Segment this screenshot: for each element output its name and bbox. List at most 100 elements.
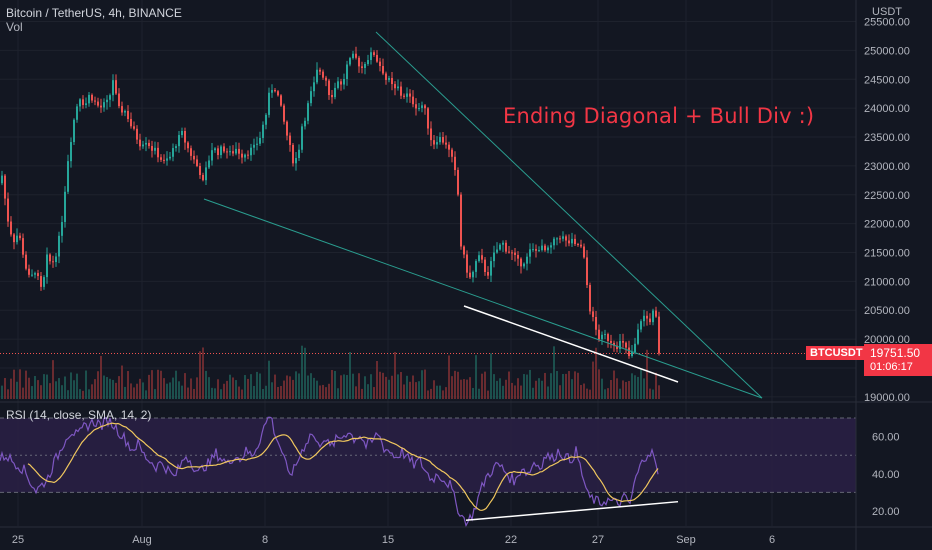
volume-bar xyxy=(316,380,318,399)
candle-body xyxy=(607,334,609,341)
volume-bar xyxy=(259,373,261,399)
candle-body xyxy=(79,99,81,107)
volume-bar xyxy=(73,380,75,399)
volume-bar xyxy=(190,378,192,399)
volume-bar xyxy=(58,378,60,399)
volume-bar xyxy=(382,372,384,399)
symbol-title[interactable]: Bitcoin / TetherUS, 4h, BINANCE xyxy=(6,6,182,20)
volume-bar xyxy=(379,371,381,399)
candle-body xyxy=(253,144,255,148)
candle-body xyxy=(235,148,237,154)
candle-body xyxy=(622,341,624,343)
candle-body xyxy=(538,250,540,252)
candle-body xyxy=(565,236,567,241)
volume-bar xyxy=(514,385,516,399)
volume-bar xyxy=(109,378,111,399)
volume-bar xyxy=(226,380,228,399)
volume-bar xyxy=(544,372,546,399)
volume-bar xyxy=(607,388,609,399)
volume-bar xyxy=(499,378,501,399)
candle-body xyxy=(511,252,513,254)
candle-body xyxy=(532,249,534,251)
candle-body xyxy=(553,238,555,246)
candle-body xyxy=(547,247,549,251)
candle-body xyxy=(121,106,123,113)
candle-body xyxy=(484,259,486,273)
price-tick-label: 21000.00 xyxy=(864,276,910,288)
candle-body xyxy=(346,64,348,80)
candle-body xyxy=(145,142,147,145)
candle-body xyxy=(31,274,33,276)
candle-body xyxy=(463,246,465,255)
rsi-tick-label: 60.00 xyxy=(872,432,900,444)
volume-bar xyxy=(271,382,273,399)
candle-body xyxy=(472,271,474,278)
volume-bar xyxy=(295,371,297,399)
volume-bar xyxy=(427,390,429,399)
rsi-divergence-line xyxy=(465,500,679,522)
candle-body xyxy=(586,257,588,286)
candle-body xyxy=(583,246,585,258)
candle-body xyxy=(61,222,63,236)
volume-bar xyxy=(409,381,411,399)
candle-body xyxy=(334,87,336,98)
candle-body xyxy=(487,272,489,276)
candle-body xyxy=(97,101,99,106)
volume-bar xyxy=(466,379,468,399)
candle-body xyxy=(493,252,495,262)
candle-body xyxy=(130,118,132,127)
volume-bar xyxy=(337,388,339,399)
candle-body xyxy=(367,60,369,64)
volume-bar xyxy=(439,385,441,399)
candle-body xyxy=(409,93,411,97)
volume-bar xyxy=(289,376,291,399)
candle-body xyxy=(655,310,657,317)
volume-label[interactable]: Vol xyxy=(6,20,23,34)
candle-body xyxy=(604,334,606,336)
trend-lines xyxy=(0,31,856,399)
chart-header: Bitcoin / TetherUS, 4h, BINANCE Vol xyxy=(6,6,182,34)
volume-bar xyxy=(301,345,303,399)
volume-bar xyxy=(280,386,282,399)
candle-body xyxy=(631,352,633,357)
candle-body xyxy=(43,277,45,287)
volume-bar xyxy=(547,386,549,399)
candle-body xyxy=(277,91,279,96)
volume-bar xyxy=(589,389,591,399)
volume-bar xyxy=(178,381,180,399)
rsi-indicator-label[interactable]: RSI (14, close, SMA, 14, 2) xyxy=(6,408,152,422)
volume-bar xyxy=(223,383,225,399)
volume-bar xyxy=(610,380,612,399)
candle-body xyxy=(520,258,522,267)
volume-bar xyxy=(574,371,576,399)
candle-body xyxy=(556,238,558,240)
candle-body xyxy=(619,341,621,349)
candle-body xyxy=(127,110,129,119)
candle-body xyxy=(535,249,537,251)
candle-body xyxy=(184,130,186,143)
candle-body xyxy=(28,268,30,275)
candle-body xyxy=(514,252,516,255)
volume-bar xyxy=(238,386,240,399)
volume-bar xyxy=(274,374,276,399)
candle-body xyxy=(13,234,15,243)
volume-bar xyxy=(631,373,633,399)
volume-bar xyxy=(211,387,213,399)
candle-body xyxy=(226,151,228,153)
volume-bar xyxy=(613,370,615,399)
candle-body xyxy=(46,254,48,278)
candle-body xyxy=(358,57,360,67)
volume-bar xyxy=(100,355,102,399)
volume-bar xyxy=(448,355,450,399)
time-tick-label: 27 xyxy=(592,534,604,546)
chart-annotation[interactable]: Ending Diagonal + Bull Div :) xyxy=(503,104,815,128)
price-tick-label: 24500.00 xyxy=(864,74,910,86)
volume-bar xyxy=(25,370,27,399)
volume-bar xyxy=(646,349,648,399)
volume-bar xyxy=(553,346,555,399)
volume-bar xyxy=(403,384,405,399)
candle-body xyxy=(361,66,363,68)
candle-body xyxy=(112,80,114,96)
candle-body xyxy=(352,53,354,59)
